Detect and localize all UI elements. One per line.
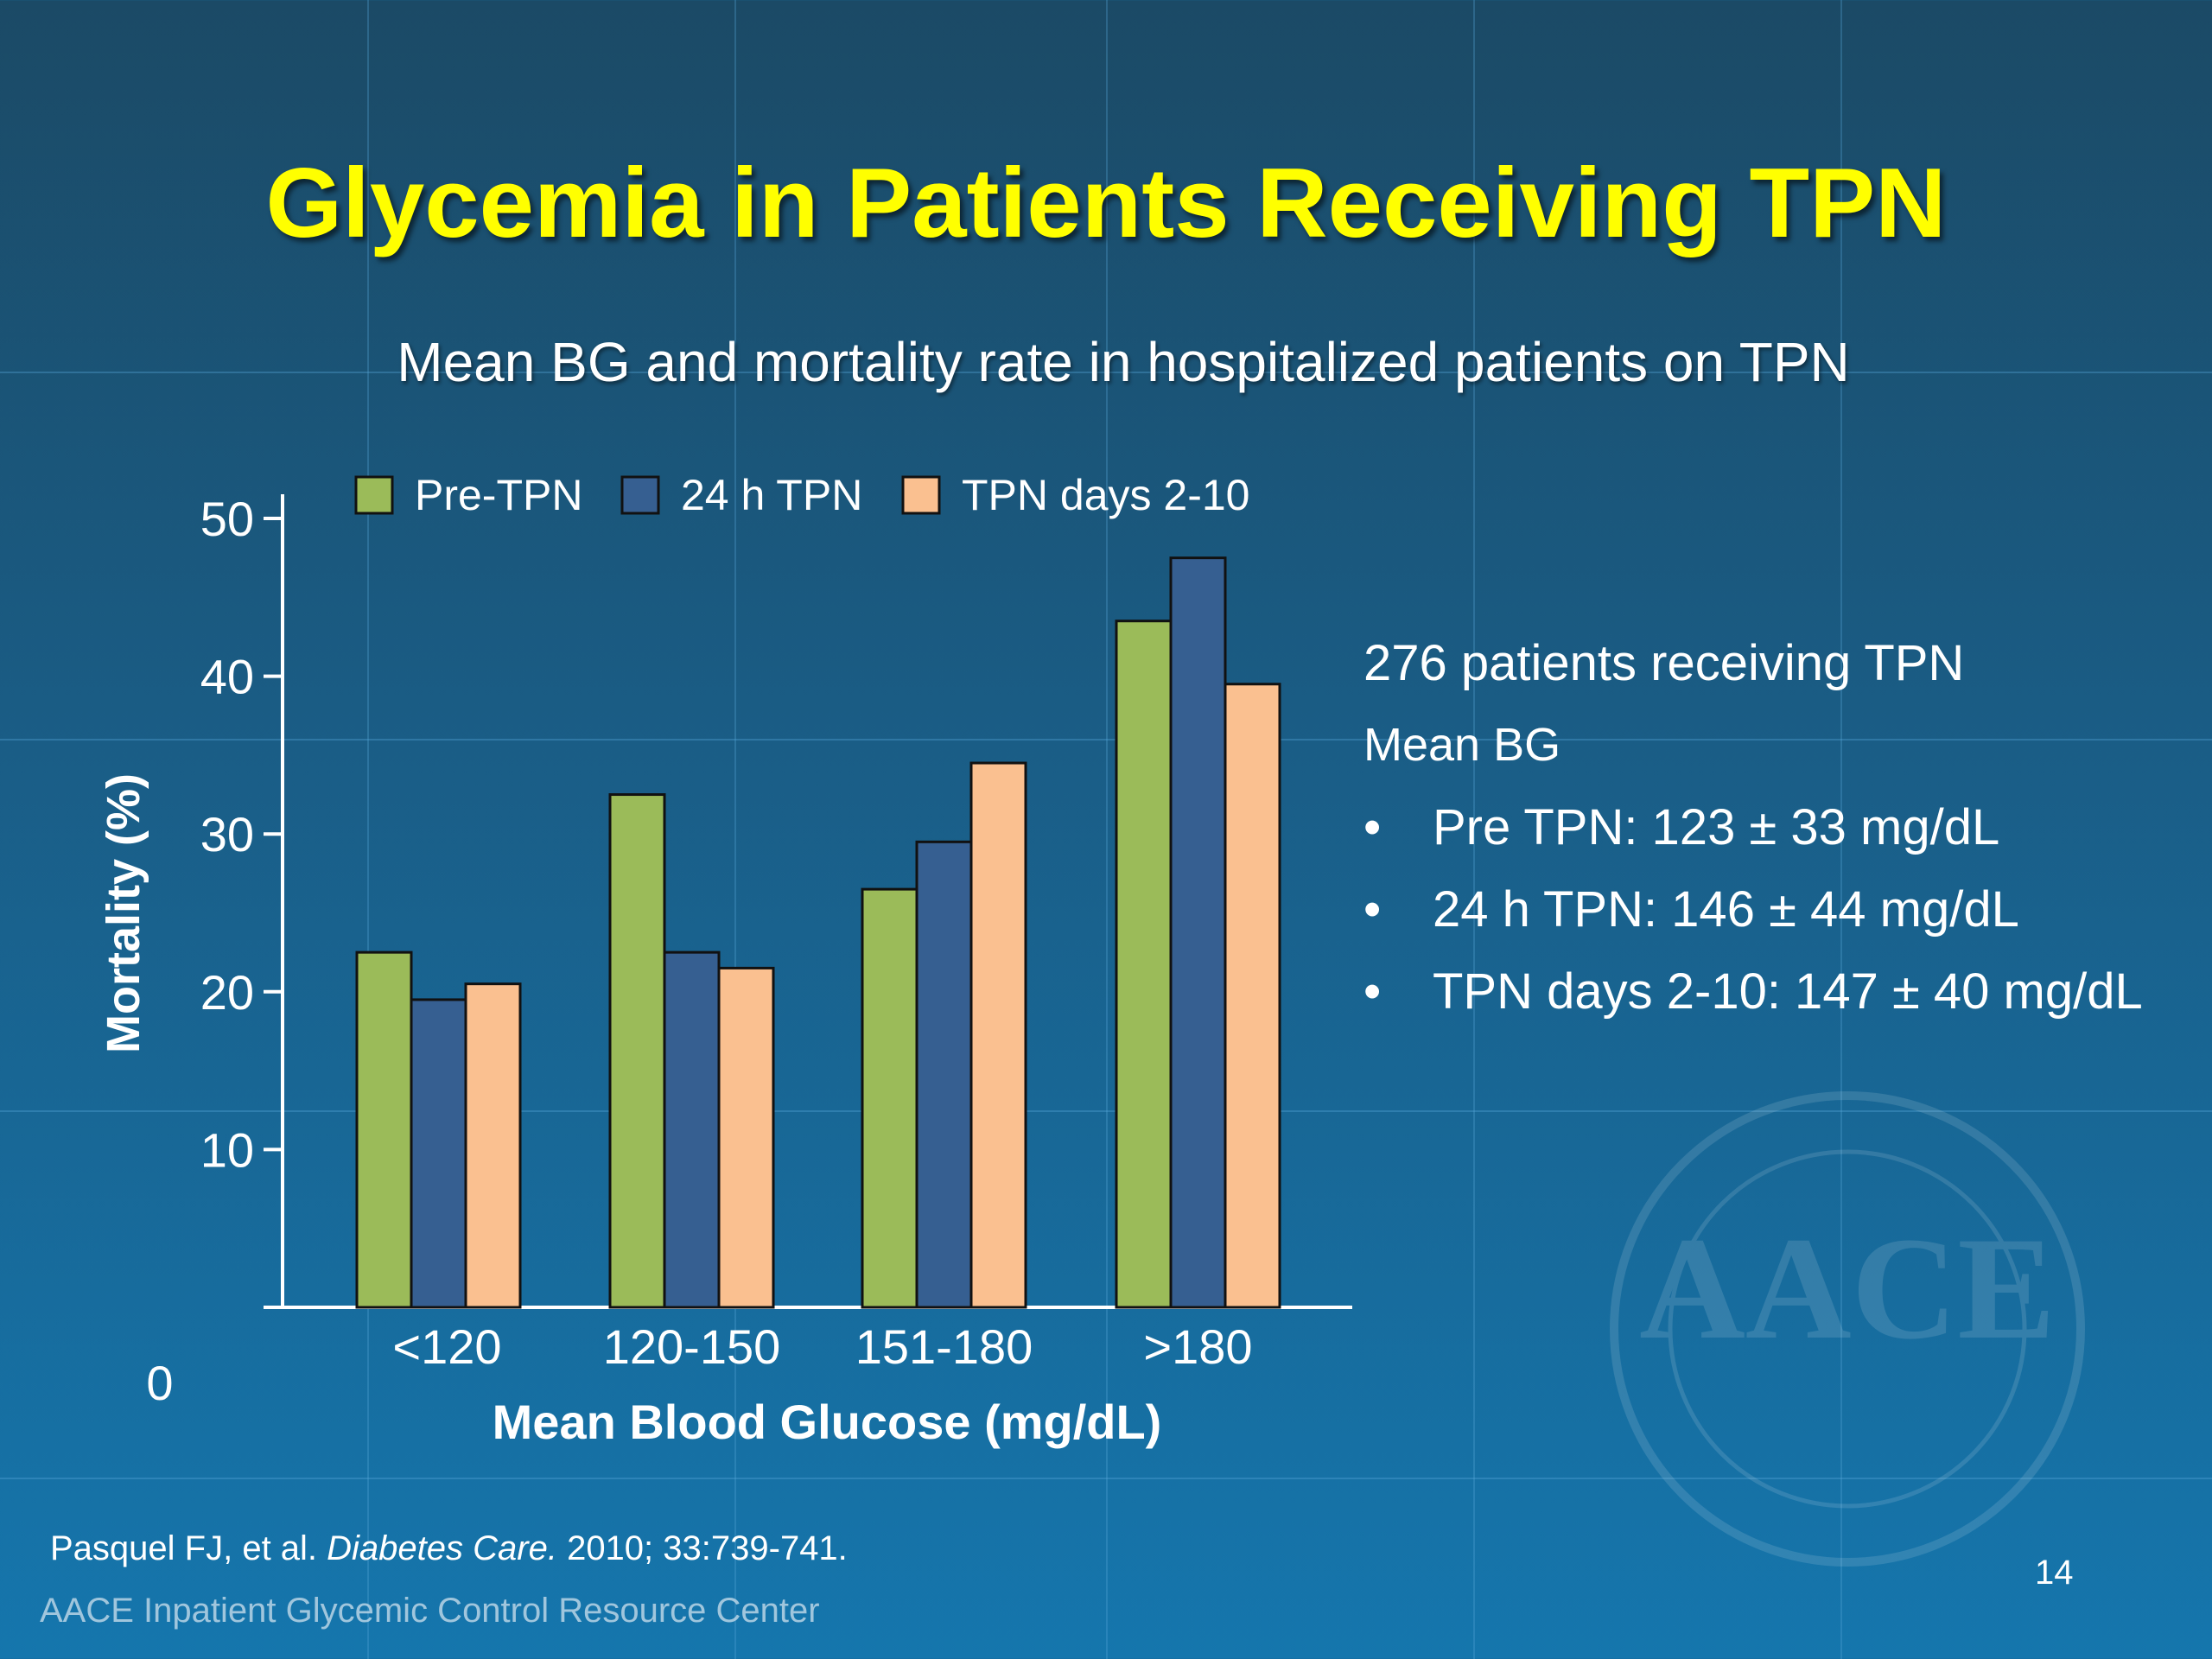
y-tick-label: 40 xyxy=(200,650,254,704)
bar xyxy=(464,982,522,1309)
y-zero-label: 0 xyxy=(146,1356,173,1410)
citation: Pasquel FJ, et al. Diabetes Care. 2010; … xyxy=(50,1529,848,1568)
bar xyxy=(410,998,467,1309)
stats-heading: 276 patients receiving TPN xyxy=(1363,635,1965,691)
footer-text: AACE Inpatient Glycemic Control Resource… xyxy=(40,1592,820,1630)
legend-label: 24 h TPN xyxy=(681,471,862,519)
bullet-icon: • xyxy=(1363,799,1382,855)
y-tick-label: 30 xyxy=(200,807,254,861)
citation-journal: Diabetes Care. xyxy=(327,1529,557,1567)
x-tick-label: <120 xyxy=(392,1319,501,1374)
x-axis-label: Mean Blood Glucose (mg/dL) xyxy=(493,1395,1162,1449)
citation-details: 2010; 33:739-741. xyxy=(556,1529,848,1567)
legend-label: TPN days 2-10 xyxy=(962,471,1249,519)
y-tick-label: 20 xyxy=(200,965,254,1020)
bar xyxy=(861,887,918,1309)
bullet-icon: • xyxy=(1363,963,1382,1020)
y-axis-label: Mortality (%) xyxy=(98,773,149,1053)
stats-item-pre-tpn: • Pre TPN: 123 ± 33 mg/dL xyxy=(1363,786,2143,868)
seal-letters: AACE xyxy=(1639,1207,2056,1370)
mortality-bar-chart: 10 20 30 40 50 0 Mortality (%) <120 120-150 151-1… xyxy=(98,471,1281,1449)
stats-subheading: Mean BG xyxy=(1363,719,1561,771)
slide-title: Glycemia in Patients Receiving TPN xyxy=(265,149,1947,258)
x-tick-label: 120-150 xyxy=(603,1319,781,1374)
bar xyxy=(1224,683,1281,1309)
bar xyxy=(1169,556,1227,1309)
legend-label: Pre-TPN xyxy=(415,471,582,519)
stats-item-tpn-days: • TPN days 2-10: 147 ± 40 mg/dL xyxy=(1363,950,2143,1033)
bar xyxy=(717,966,775,1309)
aace-seal-watermark: AACE xyxy=(1610,1091,2085,1567)
stats-item-24h-tpn: • 24 h TPN: 146 ± 44 mg/dL xyxy=(1363,868,2143,950)
bar xyxy=(969,761,1027,1309)
bar xyxy=(1115,620,1173,1309)
y-tick-label: 10 xyxy=(200,1122,254,1177)
page-number: 14 xyxy=(2035,1554,2074,1592)
x-tick-label: >180 xyxy=(1143,1319,1252,1374)
chart-subtitle: Mean BG and mortality rate in hospitaliz… xyxy=(397,331,1850,393)
legend-swatch xyxy=(354,475,394,515)
x-tick-label: 151-180 xyxy=(855,1319,1033,1374)
legend-swatch xyxy=(620,475,660,515)
y-tick-label: 50 xyxy=(200,492,254,546)
bullet-icon: • xyxy=(1363,881,1382,938)
bar xyxy=(663,950,721,1309)
bar xyxy=(608,793,666,1309)
legend-swatch xyxy=(901,475,941,515)
bar xyxy=(355,950,413,1309)
stats-panel: 276 patients receiving TPN Mean BG • Pre… xyxy=(1363,622,2143,1033)
citation-authors: Pasquel FJ, et al. xyxy=(50,1529,327,1567)
bar xyxy=(915,840,973,1309)
